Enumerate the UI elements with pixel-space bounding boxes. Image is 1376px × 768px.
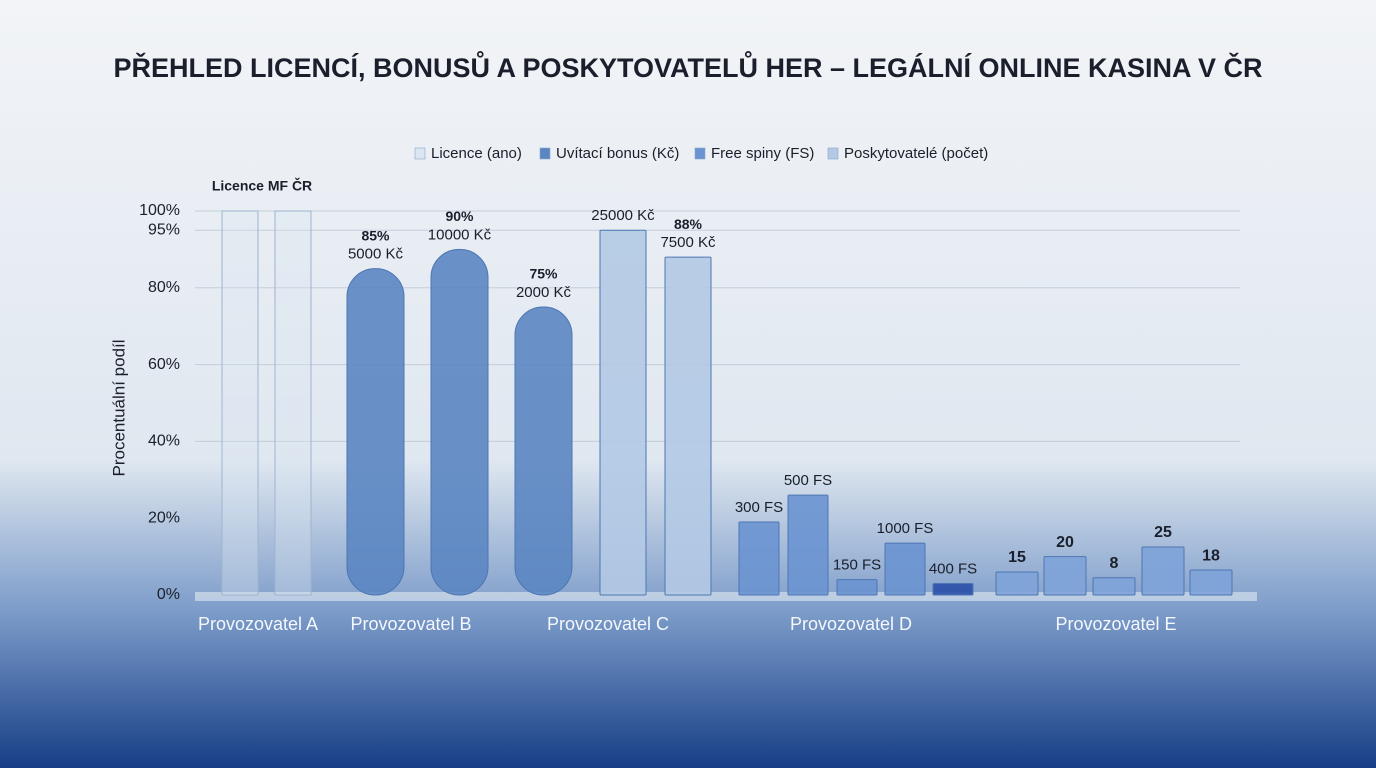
bar-note: 5000 Kč [348,246,404,263]
y-tick-label: 0% [157,586,180,603]
bar [1043,556,1087,596]
bar [599,229,647,596]
x-tick-label: Provozovatel E [1055,614,1176,634]
bar-note: 300 FS [735,499,783,516]
bar-note: 25 [1154,524,1172,541]
legend-swatch [414,147,426,160]
bar-note: 2000 Kč [516,284,572,301]
bar-note: 400 FS [929,560,977,577]
bar [1189,569,1233,596]
legend-label: Licence (ano) [431,145,522,162]
bar [664,256,712,596]
y-tick-label: 20% [148,509,180,526]
bar-note: 500 FS [784,472,832,489]
bar-note: 15 [1008,549,1026,566]
bar-note: 1000 FS [877,520,934,537]
legend-swatch [539,147,551,160]
value-label: 88% [674,216,703,232]
bar [995,571,1039,596]
y-tick-label: 60% [148,356,180,373]
bar [836,579,878,596]
x-tick-label: Provozovatel D [790,614,912,634]
bar-note: 8 [1110,555,1119,572]
legend-swatch [827,147,839,160]
floor [195,592,1257,601]
y-tick-label: 40% [148,433,180,450]
bar [738,521,780,596]
x-tick-label: Provozovatel B [350,614,471,634]
bar [1141,546,1185,596]
y-tick-label: 100% [139,202,180,219]
y-tick-label: 95% [148,221,180,238]
value-label: 75% [529,266,558,282]
legend-label: Uvítací bonus (Kč) [556,145,679,162]
bar-note: 7500 Kč [660,234,716,251]
bar [514,306,573,596]
bar [884,542,926,596]
legend-swatch [694,147,706,160]
bar [346,268,405,596]
y-tick-label: 80% [148,279,180,296]
legend-label: Free spiny (FS) [711,145,814,162]
legend-label: Poskytovatelé (počet) [844,145,988,162]
bar-note: 20 [1056,534,1074,551]
bar [787,494,829,596]
bar [932,582,974,596]
value-label: 90% [445,208,474,224]
annotation: Licence MF ČR [212,177,312,194]
bar-note: 25000 Kč [591,207,655,224]
x-tick-label: Provozovatel C [547,614,669,634]
chart-title: PŘEHLED LICENCÍ, BONUSŮ A POSKYTOVATELŮ … [113,50,1262,83]
bar-note: 18 [1202,547,1220,564]
bar [221,210,259,596]
bar [430,248,489,596]
bar-note: 150 FS [833,557,881,574]
value-label: 85% [361,227,390,243]
bar [1092,577,1136,596]
x-tick-label: Provozovatel A [198,614,318,634]
bar-note: 10000 Kč [428,226,492,243]
y-axis-label: Procentuální podíl [109,339,128,476]
bar [274,210,312,596]
